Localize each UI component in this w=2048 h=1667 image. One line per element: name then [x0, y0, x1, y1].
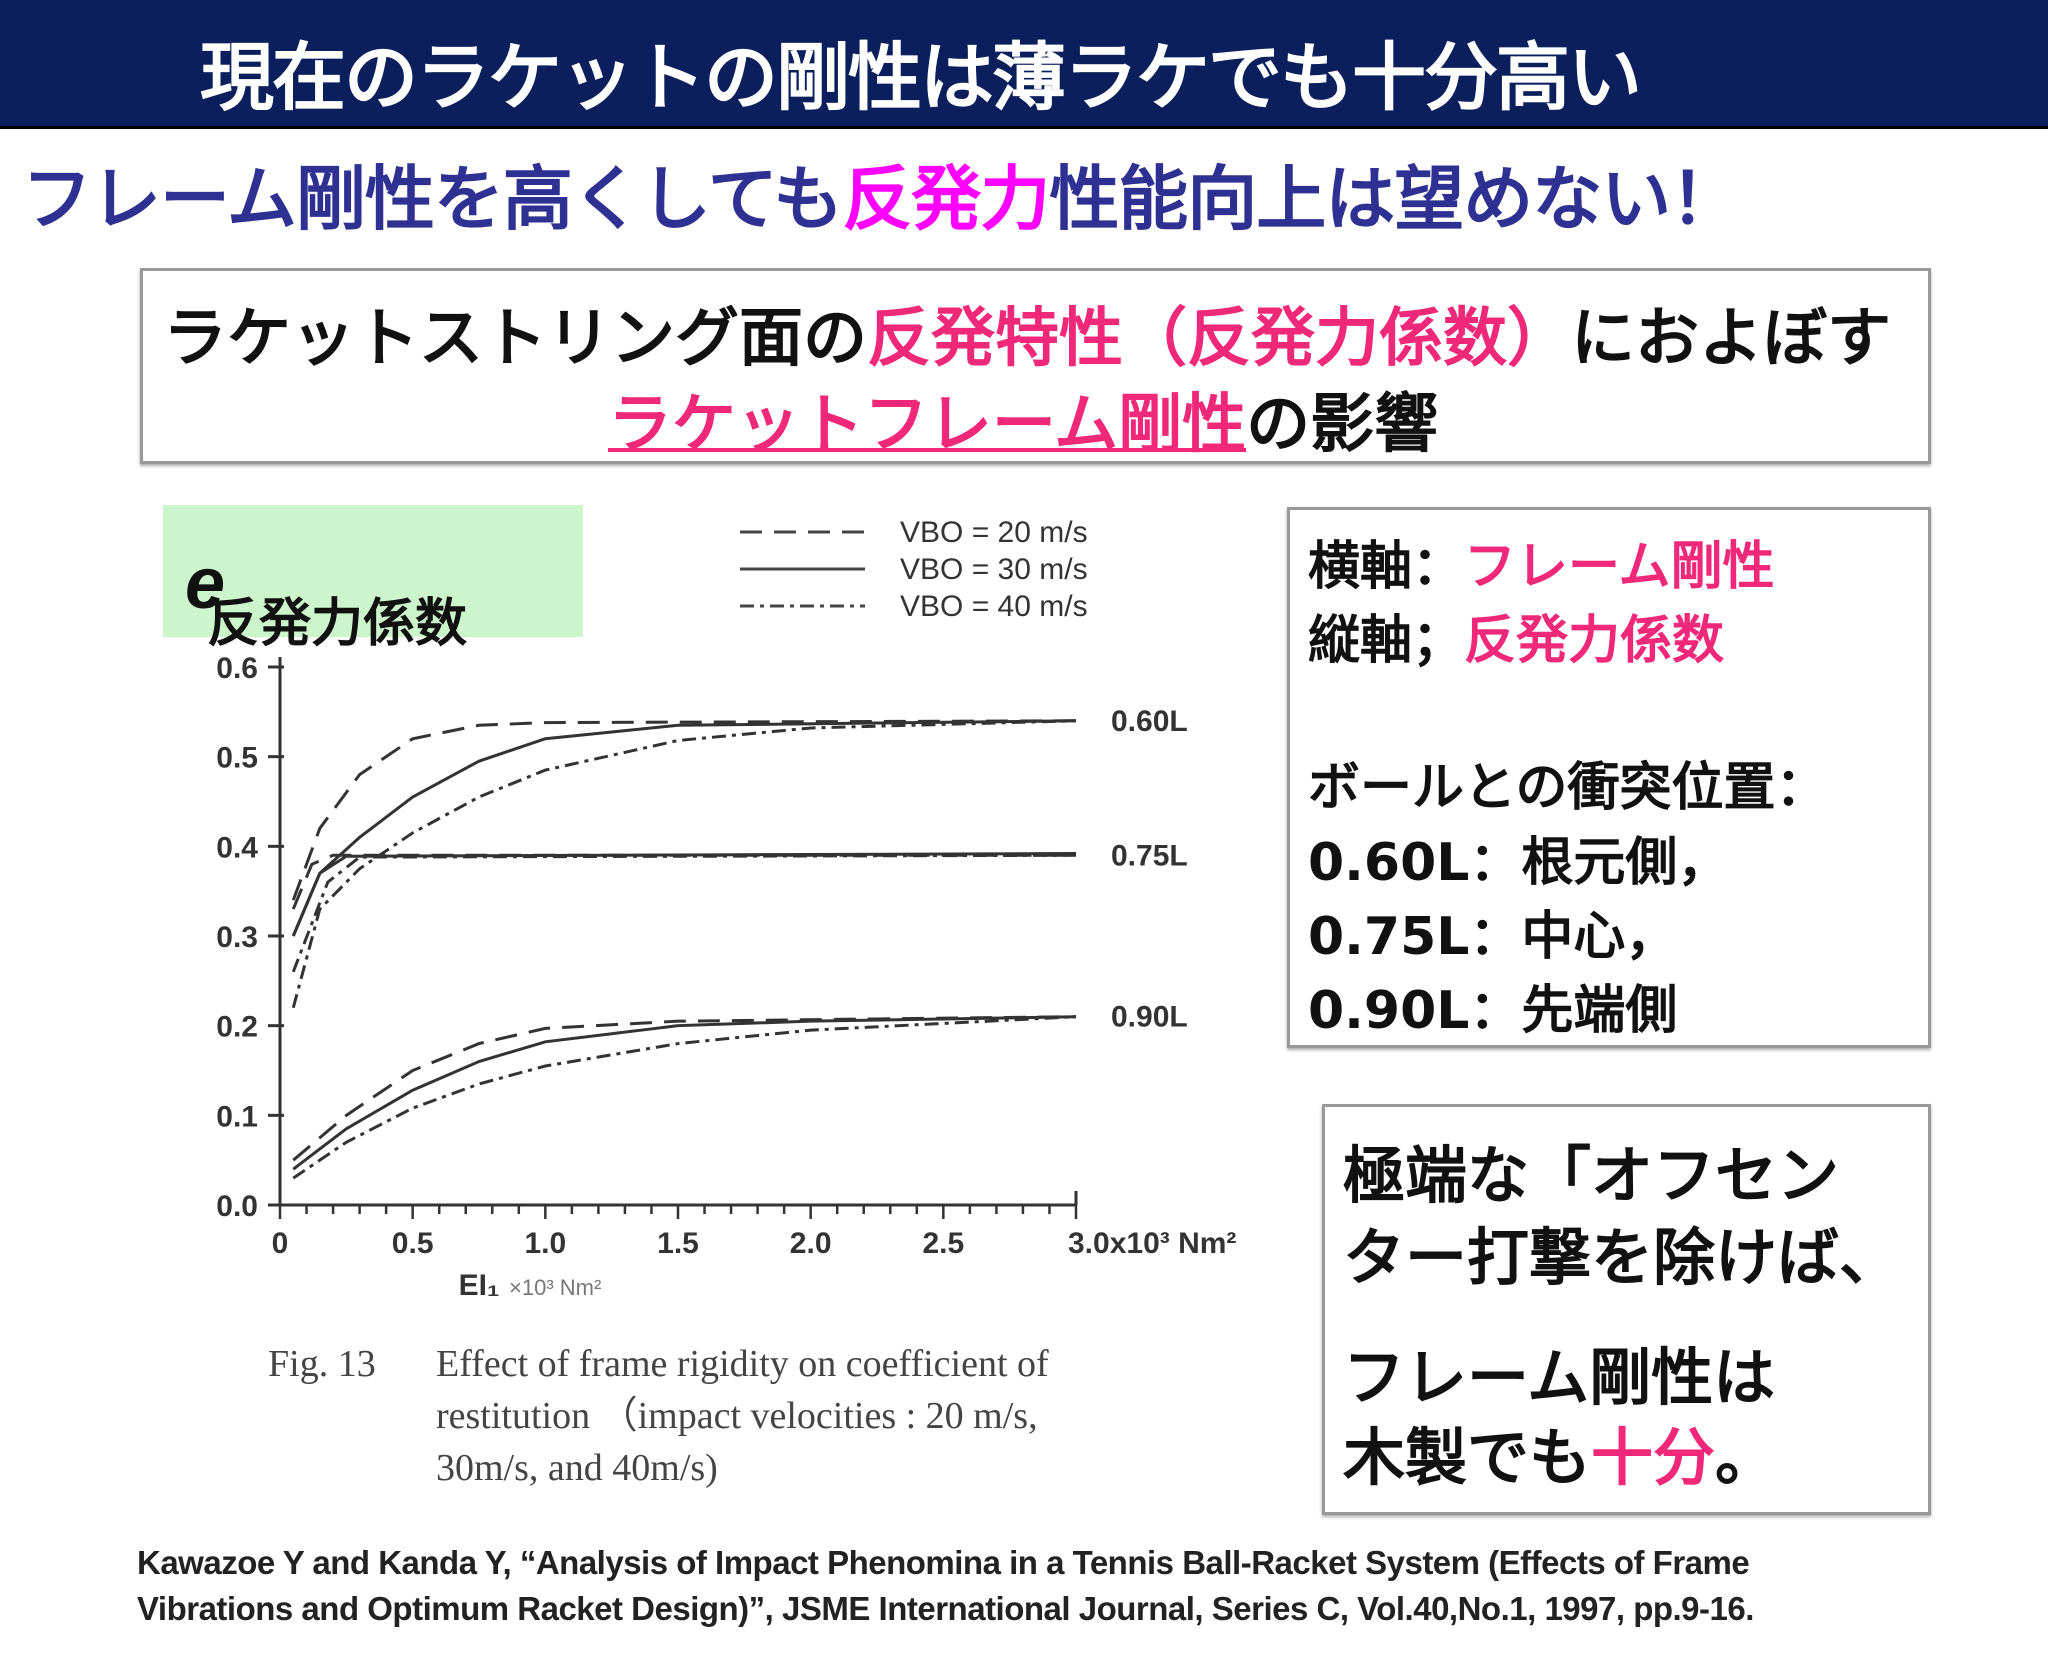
series-line-0.60L-20m/s [291, 719, 1077, 901]
axis-info-box: 横軸：フレーム剛性 縦軸；反発力係数 ボールとの衝突位置： 0.60L：根元側，… [1287, 507, 1931, 1048]
legend-label: VBO = 40 m/s [900, 590, 1088, 623]
legend-label: VBO = 30 m/s [900, 553, 1088, 586]
caption-line: restitution （impact velocities : 20 m/s, [436, 1395, 1038, 1437]
x-axis-unit: ×10³ Nm² [509, 1275, 601, 1300]
topic-line-2: ラケットフレーム剛性の影響 [608, 373, 1438, 465]
info-key: 横軸： [1308, 537, 1465, 597]
topic-line-1: ラケットストリング面の反発特性（反発力係数）におよぼす [163, 287, 1891, 379]
subtitle: フレーム剛性を高くしても反発力性能向上は望めない！ [22, 143, 1740, 244]
citation-line: Kawazoe Y and Kanda Y, “Analysis of Impa… [137, 1544, 1750, 1581]
note-highlight: フレーム剛性は [1343, 1341, 1776, 1414]
info-value: フレーム剛性 [1464, 537, 1775, 597]
y-tick-label: 0.1 [216, 1100, 258, 1133]
caption-line: 30m/s, and 40m/s) [436, 1447, 718, 1489]
figure-caption: Fig. 13 Effect of frame rigidity on coeff… [268, 1338, 1049, 1494]
series-line-0.75L-40m/s [291, 853, 1077, 973]
caption-fig: Fig. 13 [268, 1343, 376, 1385]
note-text: 木製でも [1343, 1421, 1592, 1494]
citation-line: Vibrations and Optimum Racket Design)”, … [137, 1590, 1754, 1627]
y-axis-symbol: e [185, 544, 226, 624]
y-axis-info: 縦軸；反発力係数 [1308, 598, 1724, 673]
group-label: 0.60L [1111, 705, 1188, 738]
group-label: 0.90L [1111, 1001, 1188, 1034]
x-tick-label: 1.5 [657, 1227, 699, 1260]
series-line-0.90L-40m/s [292, 1015, 1077, 1180]
y-tick-label: 0.3 [216, 921, 258, 954]
y-axis-label-text: 反発力係数 [207, 594, 468, 654]
x-tick-label: 0.5 [392, 1227, 434, 1260]
info-key: 縦軸； [1308, 611, 1465, 671]
series-line-0.60L-40m/s [291, 719, 1077, 1009]
note-line: 木製でも十分。 [1343, 1407, 1777, 1497]
slide-title: 現在のラケットの剛性は薄ラケでも十分高い [200, 35, 1642, 121]
topic-highlight: ラケットフレーム剛性 [608, 388, 1247, 462]
series-line-0.90L-20m/s [292, 1015, 1077, 1162]
legend-label: VBO = 20 m/s [900, 516, 1088, 549]
note-highlight: 十分 [1591, 1421, 1716, 1494]
y-tick-label: 0.6 [216, 652, 258, 685]
y-tick-label: 0.0 [216, 1190, 258, 1223]
y-axis-label-box: 反発力係数 e [163, 505, 583, 654]
x-tick-label: 2.5 [922, 1227, 964, 1260]
position-item: 0.90L：先端側 [1308, 981, 1678, 1041]
subtitle-highlight: 反発力 [842, 158, 1050, 240]
y-tick-label: 0.5 [216, 742, 258, 775]
restitution-chart: 0.0 0.1 0.2 0.3 0.4 0.5 0.6 0 0.5 1.0 1.5 2.0 2.5 3.0… [216, 516, 1236, 1302]
topic-text: ラケットストリング面の [163, 302, 867, 376]
topic-text: におよぼす [1571, 302, 1891, 376]
topic-text: の影響 [1246, 388, 1439, 462]
y-tick-label: 0.4 [216, 831, 258, 864]
series-line-0.75L-30m/s [291, 852, 1077, 937]
citation: Kawazoe Y and Kanda Y, “Analysis of Impa… [137, 1540, 1754, 1632]
note-box: 極端な「オフセン ター打撃を除けば、 フレーム剛性は 木製でも十分。 [1322, 1104, 1931, 1515]
subtitle-part1: フレーム剛性を高くしても [22, 158, 843, 240]
title-bar: 現在のラケットの剛性は薄ラケでも十分高い [0, 0, 2048, 129]
topic-box: ラケットストリング面の反発特性（反発力係数）におよぼす ラケットフレーム剛性の影… [140, 268, 1931, 464]
y-axis-label: 反発力係数 e [185, 543, 467, 654]
series-line-0.75L-20m/s [291, 853, 1076, 910]
x-axis-info: 横軸：フレーム剛性 [1308, 524, 1774, 599]
subtitle-part2: 性能向上は望めない！ [1049, 158, 1740, 240]
x-tick-label: 3.0x10³ Nm² [1068, 1227, 1236, 1260]
group-label: 0.75L [1111, 839, 1188, 872]
position-item: 0.60L：根元側， [1308, 833, 1730, 893]
note-line: ター打撃を除けば、 [1343, 1221, 1902, 1294]
note-line: 極端な「オフセン [1343, 1139, 1840, 1212]
caption-line: Effect of frame rigidity on coefficient … [436, 1343, 1049, 1385]
position-item: 0.75L：中心， [1308, 907, 1678, 967]
topic-highlight: 反発特性（反発力係数） [867, 302, 1571, 376]
note-text: 。 [1715, 1421, 1778, 1494]
series-line-0.90L-30m/s [292, 1015, 1077, 1171]
x-tick-label: 1.0 [524, 1227, 566, 1260]
y-tick-label: 0.2 [216, 1011, 258, 1044]
info-value: 反発力係数 [1464, 611, 1725, 671]
x-tick-label: 0 [272, 1227, 289, 1260]
series-line-0.60L-30m/s [291, 719, 1077, 937]
position-title: ボールとの衝突位置： [1308, 758, 1828, 818]
x-axis-label: EI₁ [459, 1269, 500, 1302]
x-tick-label: 2.0 [790, 1227, 832, 1260]
